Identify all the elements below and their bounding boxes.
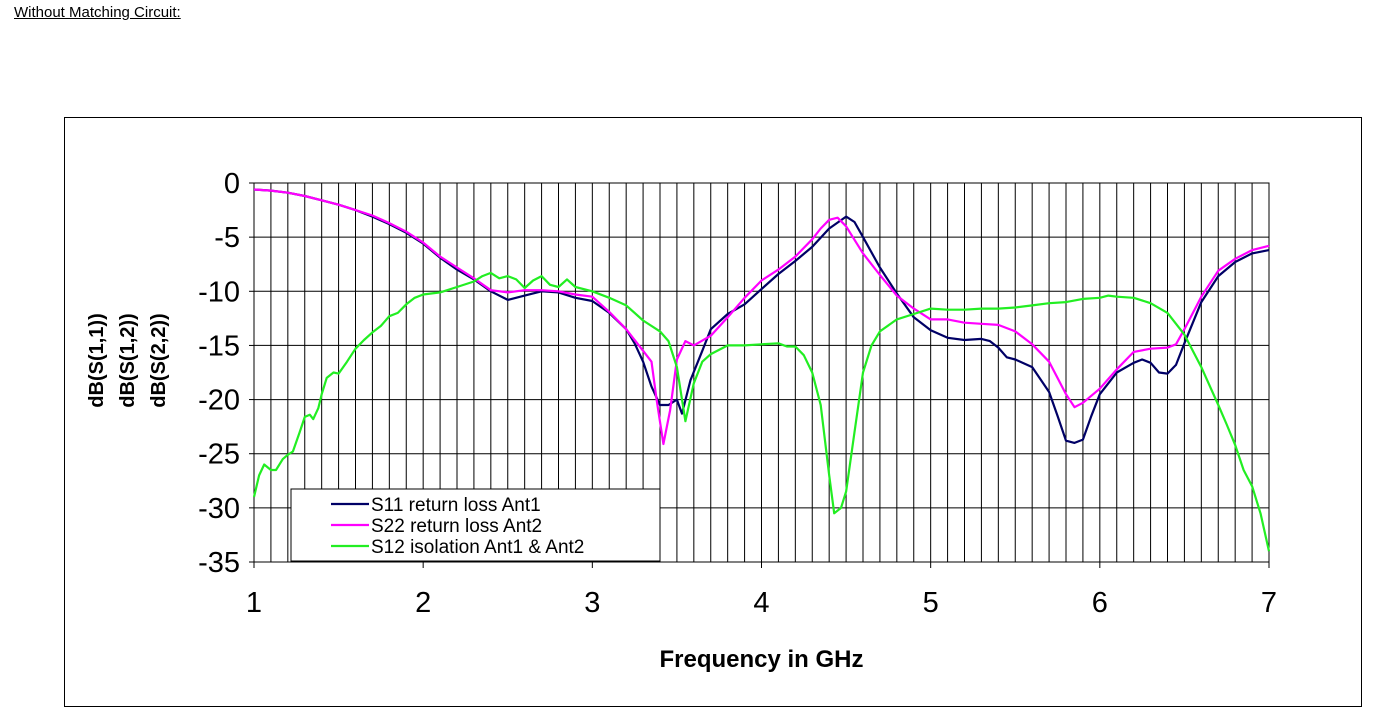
y-tick-label: -20 [198, 385, 240, 417]
legend-entry: S22 return loss Ant2 [371, 516, 542, 537]
legend-entry: S11 return loss Ant1 [371, 495, 541, 516]
y-tick-label: -35 [198, 547, 240, 579]
y-axis-label-line: dB(S(1,2)) [117, 313, 139, 407]
y-tick-label: -15 [198, 330, 240, 362]
y-tick-label: -30 [198, 493, 240, 525]
s-parameter-chart: 0 -5 -10 -15 -20 -25 -30 -351 2 3 4 5 6 7 Frequency i… [86, 168, 1277, 673]
series-lines [252, 188, 1271, 552]
axis-labels: Frequency in GHz dB(S(1,1)) dB(S(1,2)) dB(… [86, 313, 864, 673]
y-tick-label: -5 [214, 222, 240, 254]
y-axis-label-line: dB(S(2,2)) [148, 313, 170, 407]
x-axis-label: Frequency in GHz [659, 646, 863, 673]
x-tick-label: 2 [415, 587, 431, 619]
y-tick-label: -25 [198, 439, 240, 471]
y-tick-label: 0 [224, 168, 240, 200]
legend-entry: S12 isolation Ant1 & Ant2 [371, 537, 584, 558]
chart-frame: 0 -5 -10 -15 -20 -25 -30 -35 1 2 3 4 5 6 7 Frequency i… [64, 117, 1362, 707]
y-tick-label: -10 [198, 276, 240, 308]
series-line-1 [253, 188, 1270, 444]
x-tick-label: 5 [923, 587, 939, 619]
x-tick-label: 1 [246, 587, 262, 619]
x-tick-label: 7 [1261, 587, 1277, 619]
y-axis-label-line: dB(S(1,1)) [86, 313, 108, 407]
plot-border [253, 182, 1270, 563]
page-heading: Without Matching Circuit: [14, 4, 181, 21]
x-tick-label: 3 [584, 587, 600, 619]
x-tick-label: 4 [753, 587, 769, 619]
tick-labels: 0 -5 -10 -15 -20 -25 -30 -351 2 3 4 5 6 7 [198, 168, 1277, 619]
series-line-2 [253, 188, 1270, 446]
series-line-3 [252, 271, 1271, 552]
x-tick-label: 6 [1092, 587, 1108, 619]
